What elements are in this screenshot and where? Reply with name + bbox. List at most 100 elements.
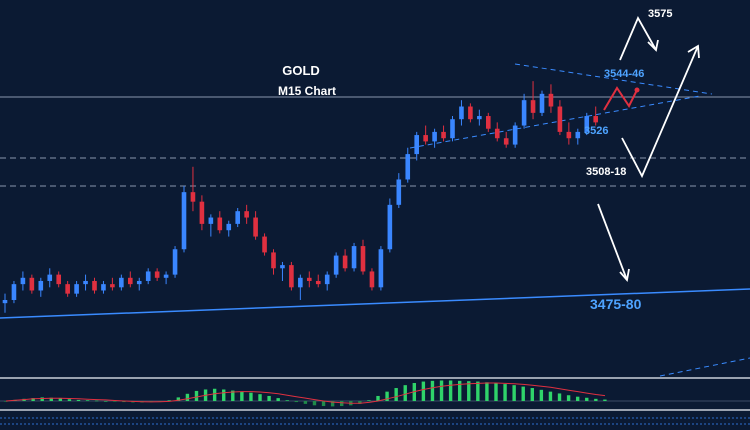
histogram-bar [258, 394, 262, 401]
candle-bear [244, 211, 249, 218]
histogram-bar [240, 391, 244, 401]
histogram-bar [566, 395, 571, 401]
candle-bear [503, 138, 509, 145]
candle-bull [208, 217, 214, 224]
candle-bear [65, 284, 70, 294]
histogram-bar [176, 397, 181, 401]
candle-bull [512, 125, 518, 145]
rising-trendline [0, 288, 750, 319]
candle-bear [199, 201, 205, 224]
candle-bear [271, 252, 276, 269]
candle-bear [92, 280, 97, 291]
histogram-bar [358, 401, 362, 404]
candle-bull [521, 100, 527, 126]
candle-bull [298, 277, 303, 288]
candle-bull [333, 255, 339, 275]
candle-bull [83, 280, 88, 285]
chart-title: GOLD [282, 63, 320, 78]
candle-bull [324, 274, 330, 285]
histogram-bar [575, 396, 580, 401]
projected-path-end [634, 87, 640, 93]
chart-subtitle: M15 Chart [278, 84, 336, 98]
histogram-bar [467, 381, 471, 401]
candle-bull [11, 284, 17, 300]
histogram-bar [539, 389, 544, 401]
candle-bull [280, 265, 285, 269]
lower-channel-line [659, 357, 750, 377]
candle-bear [494, 128, 500, 139]
projected-price-path [603, 86, 638, 111]
candle-bull [172, 249, 178, 275]
histogram-bar [104, 401, 108, 402]
histogram-bar [222, 389, 226, 401]
histogram-bar [585, 397, 589, 401]
histogram-bar [212, 388, 217, 401]
candle-bear [29, 277, 35, 291]
histogram-bar [231, 390, 235, 401]
candle-bull [101, 284, 106, 291]
histogram-bar [594, 398, 598, 401]
histogram-bar [385, 391, 389, 401]
candle-bear [530, 100, 536, 113]
candle-bear [110, 284, 115, 288]
histogram-bar [503, 384, 507, 401]
candle-bear [315, 280, 321, 285]
candle-bear [423, 135, 428, 142]
histogram-bar [194, 390, 199, 401]
triangle-lower-line [409, 95, 701, 149]
bearish-scenario-arrow [597, 203, 630, 282]
histogram-bar [439, 380, 444, 401]
candle-bear [262, 236, 267, 253]
pullback-then-rally-arrow [621, 44, 700, 179]
candle-bear [441, 131, 446, 139]
candle-bull [136, 280, 142, 285]
candle-bear [360, 246, 366, 272]
histogram-bar [494, 383, 498, 401]
candle-bull [2, 300, 8, 304]
histogram-bar [367, 400, 371, 401]
histogram-bar [321, 401, 326, 407]
histogram-bar [294, 401, 299, 403]
histogram-bar [548, 391, 553, 401]
candle-bull [47, 274, 53, 281]
candle-bull [74, 284, 79, 294]
histogram-bar [267, 395, 271, 401]
level-label-3475-80: 3475-80 [590, 296, 642, 312]
level-label-3526: 3526 [584, 125, 608, 137]
histogram-bar [421, 381, 426, 401]
histogram-bar [557, 393, 562, 401]
candle-bear [557, 106, 563, 132]
candle-bull [119, 277, 124, 288]
candle-bull [181, 192, 187, 250]
histogram-bar [40, 397, 44, 401]
level-label-3508-18: 3508-18 [586, 166, 626, 178]
histogram-bar [512, 385, 516, 401]
candle-bull [387, 204, 393, 250]
candle-bull [378, 249, 384, 288]
histogram-bar [394, 388, 398, 401]
candle-bear [593, 116, 598, 123]
candle-bull [396, 179, 402, 205]
histogram-bar [330, 401, 335, 407]
candle-bull [38, 280, 44, 291]
candle-bull [226, 223, 232, 231]
histogram-bar [340, 401, 344, 407]
candle-bear [253, 217, 258, 237]
histogram-bar [67, 399, 72, 401]
histogram-bar [76, 399, 81, 401]
candle-bull [405, 154, 411, 180]
histogram-bar [521, 386, 525, 401]
candle-bull [575, 131, 581, 139]
histogram-bar [94, 400, 99, 402]
candle-bear [289, 265, 294, 288]
histogram-bar [376, 395, 380, 401]
histogram-bar [167, 400, 171, 401]
candle-bear [468, 106, 473, 120]
histogram-bar [448, 380, 453, 401]
histogram-bar [476, 381, 480, 401]
histogram-bar [31, 398, 35, 401]
histogram-bar [457, 380, 462, 401]
candle-bull [477, 116, 482, 120]
histogram-bar [530, 388, 534, 401]
